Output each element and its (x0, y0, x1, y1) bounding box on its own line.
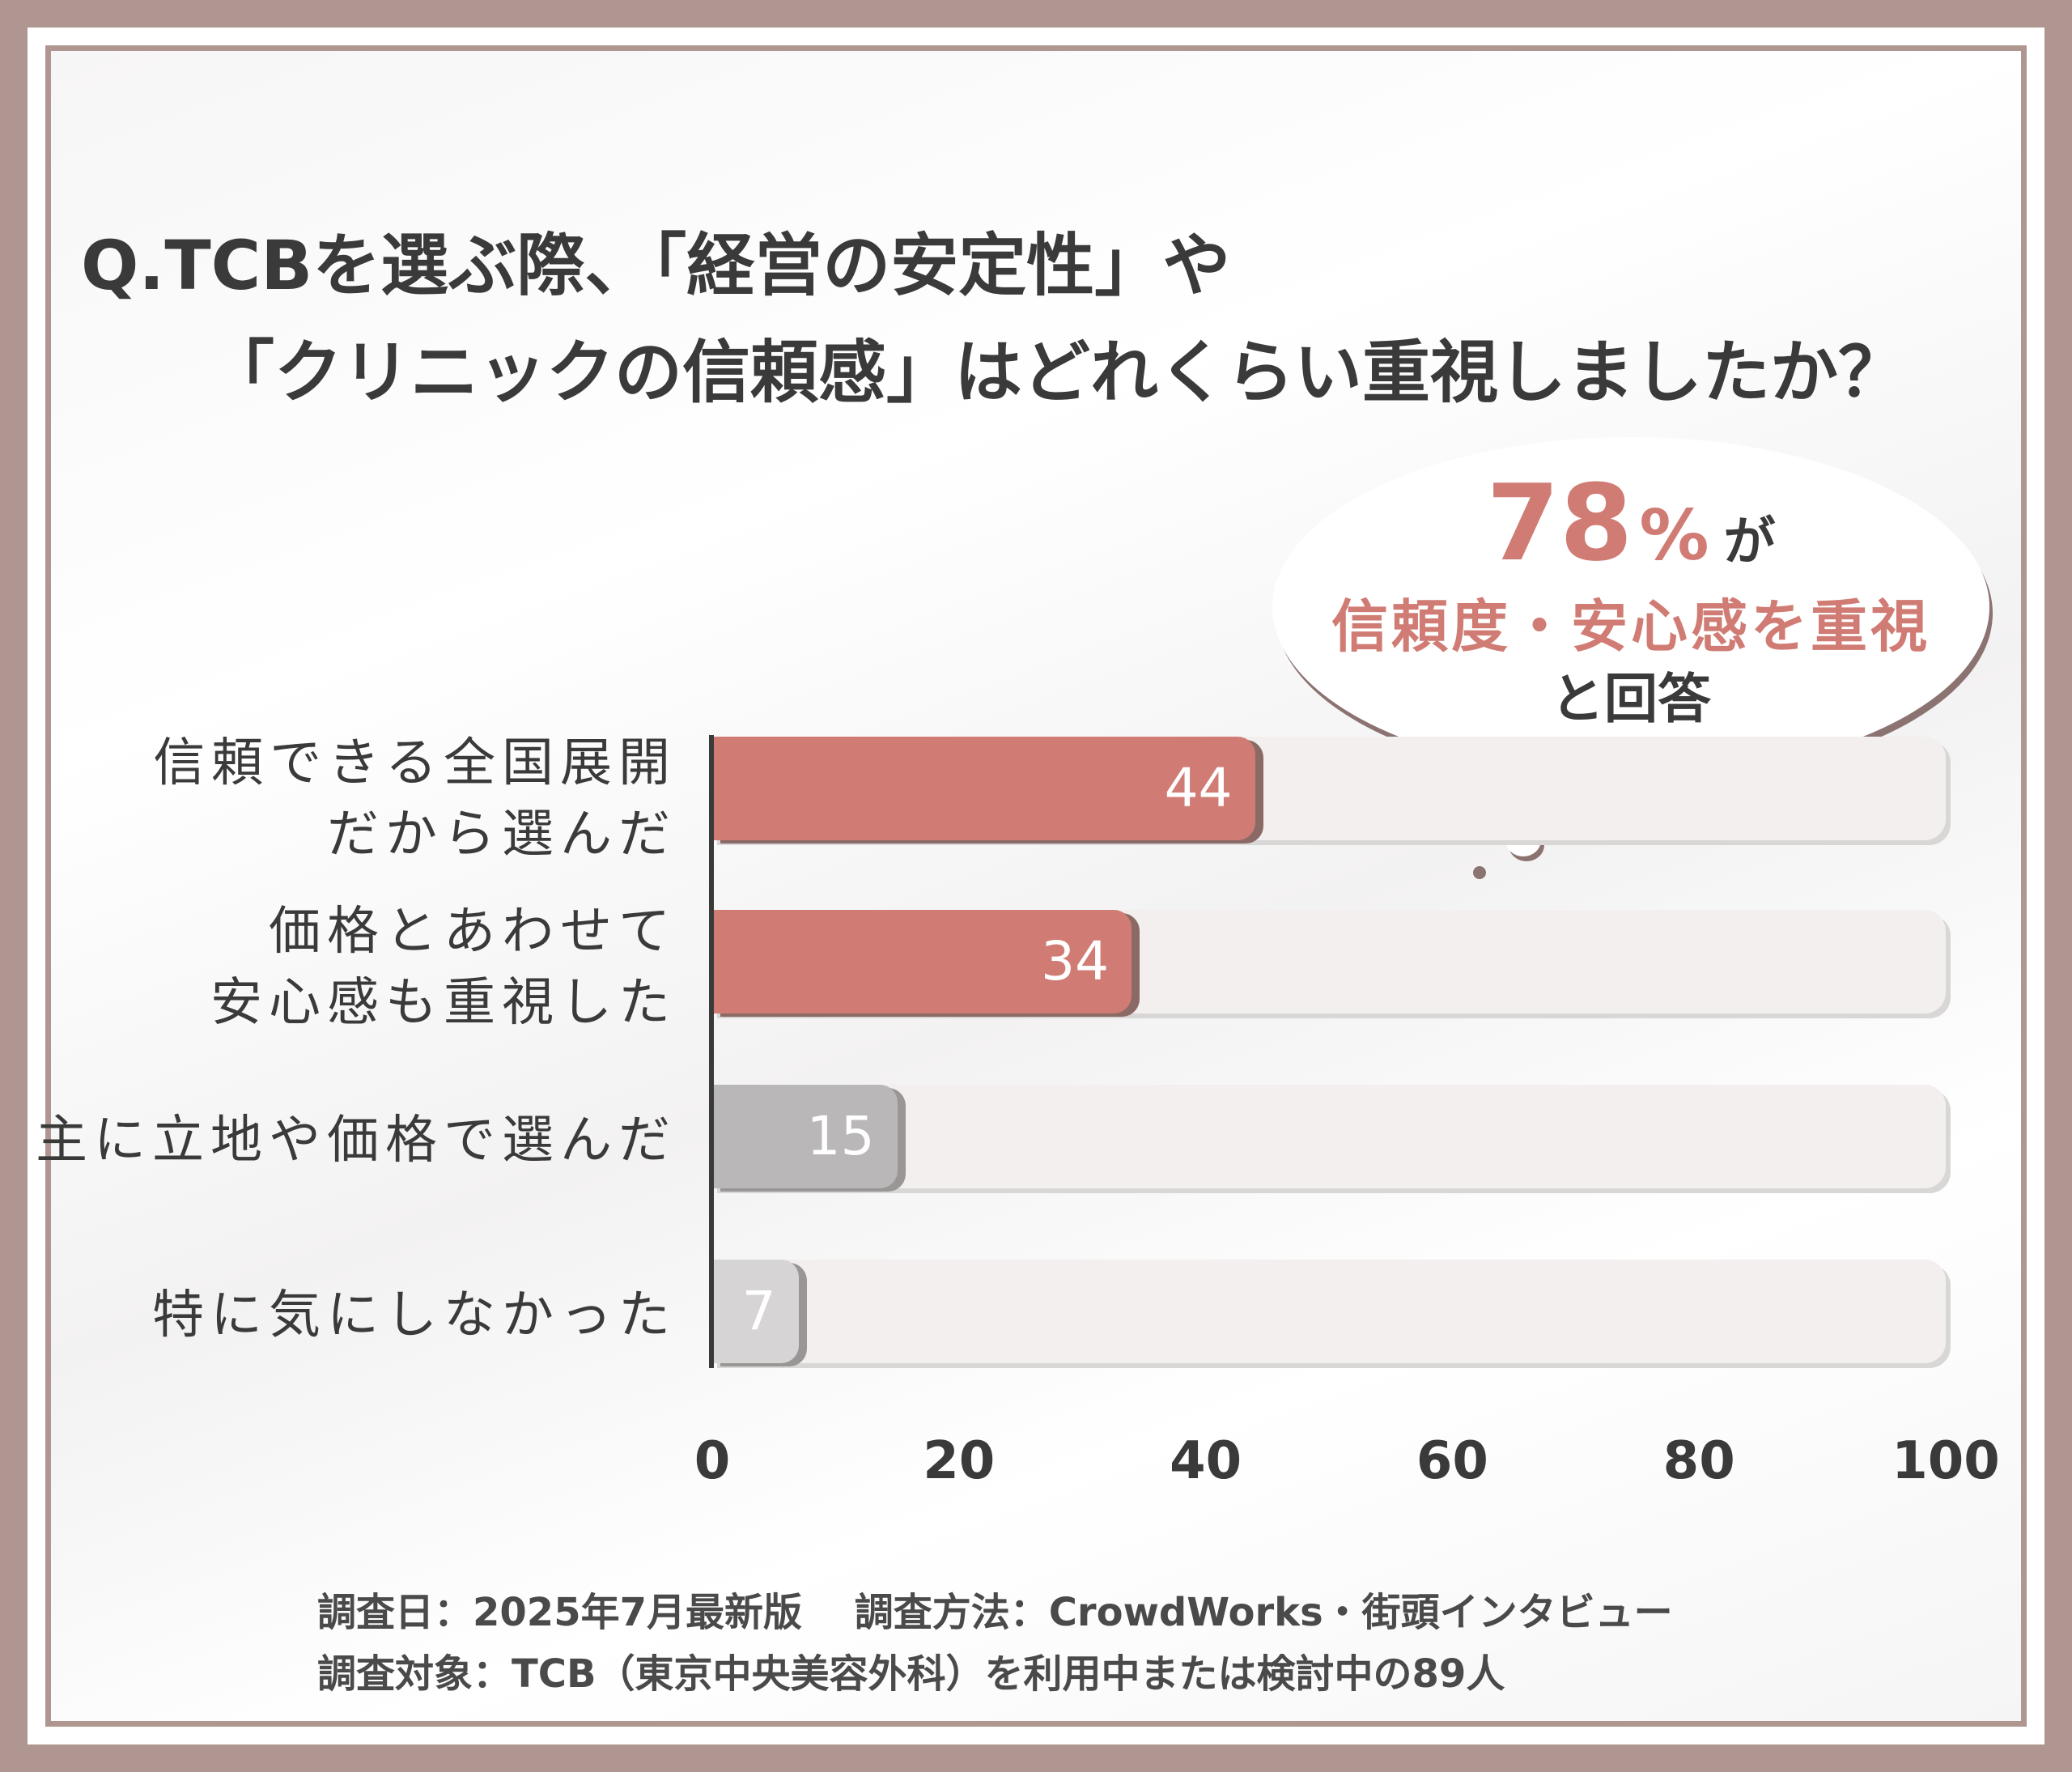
page-title: Q.TCBを選ぶ際、「経営の安定性」や 「クリニックの信頼感」はどれくらい重視し… (81, 212, 2007, 426)
thought-dot-small (1473, 866, 1486, 879)
bubble-percent: 78 (1486, 461, 1633, 584)
bar (712, 1085, 898, 1188)
bar-value-label: 7 (741, 1280, 776, 1342)
x-tick-label: 100 (1892, 1431, 2000, 1491)
bubble-particle: が (1723, 512, 1776, 572)
x-tick-label: 20 (923, 1431, 996, 1491)
category-label: 価格とあわせて (269, 902, 677, 962)
bar-value-label: 44 (1164, 757, 1233, 819)
bar-value-label: 15 (806, 1105, 875, 1167)
y-axis-line (709, 735, 714, 1368)
bubble-answer-text: と回答 (1551, 668, 1711, 730)
bar-track (712, 1260, 1946, 1363)
category-label: だから選んだ (327, 805, 677, 865)
footer-survey-date-method: 調査日：2025年7月最新版 調査方法：CrowdWorks・街頭インタビュー (317, 1590, 1673, 1635)
title-line-1: Q.TCBを選ぶ際、「経営の安定性」や (81, 226, 1231, 305)
category-label: 主に立地や価格で選んだ (36, 1111, 677, 1171)
x-tick-label: 40 (1170, 1431, 1242, 1491)
bar-track (712, 1085, 1946, 1188)
bar (712, 737, 1255, 840)
bar (712, 1260, 799, 1363)
category-label: 特に気にしなかった (152, 1285, 677, 1345)
category-label: 安心感も重視した (210, 973, 677, 1033)
bar-value-label: 34 (1041, 930, 1110, 992)
x-tick-label: 60 (1416, 1431, 1488, 1491)
title-line-2: 「クリニックの信頼感」はどれくらい重視しましたか？ (206, 333, 1907, 412)
bar (712, 910, 1132, 1013)
footer-survey-target: 調査対象：TCB（東京中央美容外科）を利用中または検討中の89人 (317, 1651, 1505, 1697)
chart-panel (45, 45, 2027, 1727)
bubble-percent-unit: % (1639, 495, 1709, 576)
category-label: 信頼できる全国展開 (153, 733, 677, 793)
x-tick-label: 80 (1662, 1431, 1735, 1491)
bubble-headline: 78% が (1272, 461, 1989, 584)
bubble-highlight-text: 信頼度・安心感を重視 (1331, 593, 1930, 660)
x-tick-label: 0 (694, 1431, 731, 1491)
